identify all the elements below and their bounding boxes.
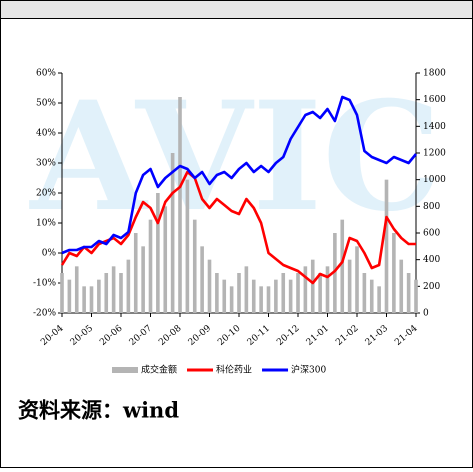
y-tick-label: 20%	[36, 189, 56, 199]
y-tick-label: 0%	[42, 249, 57, 259]
bar	[170, 153, 175, 313]
bar	[97, 279, 101, 313]
bar	[296, 273, 300, 313]
bar	[281, 273, 286, 313]
line-series	[61, 95, 418, 255]
y2-tick-label: 600	[423, 229, 440, 239]
legend-label: 科伦药业	[216, 364, 252, 376]
bar	[237, 273, 241, 313]
bar	[310, 259, 315, 313]
bar	[222, 279, 227, 313]
y2-tick-label: 1800	[423, 69, 446, 79]
bar	[192, 219, 197, 313]
bar	[399, 259, 404, 313]
bar	[266, 286, 271, 313]
bar	[274, 279, 278, 313]
bar	[156, 193, 160, 313]
y-tick-label: 10%	[36, 219, 56, 229]
bar	[89, 286, 94, 313]
bar	[133, 233, 138, 313]
y2-tick-label: 1400	[423, 122, 446, 132]
bar	[355, 246, 359, 313]
bar	[414, 279, 418, 313]
line-series	[60, 170, 416, 285]
bar	[178, 97, 182, 313]
y2-tick-label: 200	[423, 282, 440, 292]
bar	[325, 266, 330, 313]
bar	[303, 266, 308, 313]
bar	[384, 179, 389, 313]
legend-swatch	[112, 367, 138, 373]
y2-tick-label: 0	[423, 309, 429, 319]
y2-tick-label: 800	[423, 202, 440, 212]
y2-tick-label: 400	[423, 255, 440, 265]
bar	[406, 273, 411, 313]
bar	[229, 286, 234, 313]
bar	[148, 219, 153, 313]
y2-tick-label: 1200	[423, 149, 446, 159]
bar	[215, 273, 219, 313]
header-band	[0, 0, 473, 19]
y-tick-label: -10%	[33, 279, 56, 289]
bar	[119, 273, 123, 313]
bar	[163, 206, 168, 313]
y-tick-label: 40%	[36, 129, 56, 139]
bar	[244, 266, 249, 313]
bar	[82, 286, 86, 313]
legend-label: 沪深300	[291, 364, 326, 376]
y2-tick-label: 1600	[423, 95, 446, 105]
bar	[207, 259, 212, 313]
bar	[347, 259, 352, 313]
legend-label: 成交金额	[141, 364, 177, 376]
y-tick-label: 30%	[36, 159, 56, 169]
y-tick-label: -20%	[33, 309, 56, 319]
y-tick-label: 60%	[36, 69, 56, 79]
bar	[259, 286, 263, 313]
bar	[111, 266, 116, 313]
bar	[200, 246, 204, 313]
bar	[369, 279, 374, 313]
bar	[288, 279, 293, 313]
bar	[126, 259, 131, 313]
source-note: 资料来源：wind	[18, 398, 179, 423]
bar	[318, 273, 322, 313]
bar	[362, 273, 367, 313]
watermark: AVIC	[28, 69, 441, 245]
bar	[74, 266, 79, 313]
bar	[333, 233, 337, 313]
y-tick-label: 50%	[36, 99, 56, 109]
bar	[67, 279, 72, 313]
bar	[185, 179, 190, 313]
bar	[392, 233, 396, 313]
bar	[141, 246, 145, 313]
bar	[340, 219, 345, 313]
bar	[104, 273, 109, 313]
bar	[60, 273, 64, 313]
y2-tick-label: 1000	[423, 175, 446, 185]
bar	[377, 286, 381, 313]
bar	[251, 279, 256, 313]
